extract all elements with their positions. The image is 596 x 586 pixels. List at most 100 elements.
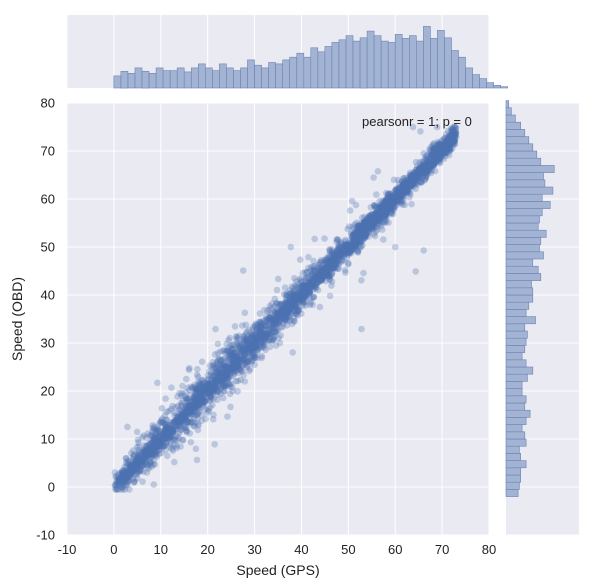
y-tick-labels: -10 0 10 20 30 40 50 60 70 80 bbox=[36, 96, 55, 543]
scatter-point bbox=[225, 336, 232, 344]
marginal-x-bar bbox=[141, 71, 150, 89]
scatter-point bbox=[141, 454, 149, 462]
marginal-y-bar bbox=[505, 172, 544, 181]
scatter-point bbox=[326, 292, 334, 300]
scatter-point bbox=[197, 381, 204, 389]
scatter-point bbox=[231, 323, 239, 330]
scatter-point bbox=[248, 333, 255, 341]
scatter-point bbox=[159, 415, 166, 422]
scatter-point bbox=[360, 269, 367, 277]
scatter-point bbox=[249, 324, 257, 331]
scatter-point bbox=[194, 365, 201, 373]
scatter-point bbox=[169, 402, 176, 410]
marginal-x-bar bbox=[289, 56, 298, 89]
marginal-x-bar bbox=[127, 73, 136, 89]
scatter-point bbox=[452, 129, 460, 136]
scatter-point bbox=[148, 463, 155, 471]
scatter-point bbox=[245, 357, 252, 364]
scatter-point bbox=[121, 468, 129, 475]
scatter-point bbox=[287, 290, 295, 298]
marginal-y-bar bbox=[505, 366, 534, 375]
scatter-point bbox=[210, 363, 218, 371]
scatter-point bbox=[149, 422, 156, 429]
scatter-point bbox=[348, 197, 356, 205]
scatter-point bbox=[124, 423, 131, 431]
marginal-x-bar bbox=[120, 71, 129, 89]
scatter-point bbox=[135, 443, 143, 450]
scatter-point bbox=[193, 385, 200, 392]
scatter-point bbox=[310, 293, 318, 301]
scatter-point bbox=[234, 341, 242, 349]
scatter-point bbox=[133, 428, 141, 436]
marginal-y-bar bbox=[505, 388, 523, 397]
scatter-point bbox=[312, 285, 319, 293]
scatter-point bbox=[162, 395, 169, 403]
marginal-x-bar bbox=[212, 70, 220, 89]
scatter-point bbox=[344, 242, 352, 250]
marginal-x-bar bbox=[275, 63, 284, 89]
scatter-point bbox=[194, 373, 202, 381]
scatter-point bbox=[335, 243, 342, 250]
marginal-y-histogram bbox=[505, 100, 555, 497]
scatter-point bbox=[204, 380, 211, 387]
scatter-point bbox=[209, 358, 217, 366]
scatter-point bbox=[265, 315, 273, 323]
scatter-point bbox=[122, 459, 130, 466]
scatter-point bbox=[225, 344, 232, 352]
scatter-point bbox=[266, 314, 274, 322]
marginal-y-bar bbox=[505, 129, 526, 137]
scatter-point bbox=[217, 357, 224, 364]
scatter-point bbox=[173, 437, 181, 444]
scatter-point bbox=[420, 247, 428, 254]
scatter-point bbox=[167, 443, 174, 451]
scatter-point bbox=[154, 379, 161, 387]
scatter-point bbox=[371, 203, 379, 211]
scatter-point bbox=[342, 247, 350, 255]
main-grid bbox=[66, 102, 490, 536]
scatter-point bbox=[220, 346, 228, 354]
scatter-point bbox=[134, 470, 141, 477]
scatter-point bbox=[146, 459, 153, 466]
marginal-x-bar bbox=[317, 51, 326, 89]
scatter-point bbox=[381, 198, 389, 205]
scatter-point bbox=[190, 423, 198, 430]
scatter-point bbox=[134, 454, 142, 462]
marginal-y-bar bbox=[505, 352, 523, 361]
scatter-point bbox=[152, 426, 159, 433]
scatter-point bbox=[293, 310, 300, 318]
scatter-point bbox=[433, 123, 441, 131]
scatter-point bbox=[249, 326, 257, 333]
scatter-point bbox=[210, 411, 217, 419]
scatter-point bbox=[371, 202, 379, 209]
scatter-point bbox=[192, 385, 199, 393]
scatter-point bbox=[436, 155, 443, 162]
scatter-point bbox=[412, 158, 420, 166]
scatter-point bbox=[316, 303, 324, 311]
scatter-point bbox=[245, 367, 253, 375]
scatter-point bbox=[253, 354, 261, 362]
marginal-y-bar bbox=[505, 107, 512, 116]
scatter-point bbox=[183, 427, 190, 434]
scatter-point bbox=[395, 187, 402, 195]
marginal-x-bar bbox=[268, 62, 276, 89]
scatter-point bbox=[140, 442, 148, 449]
scatter-point bbox=[326, 248, 334, 255]
scatter-point bbox=[335, 242, 342, 249]
scatter-point bbox=[303, 274, 311, 282]
scatter-point bbox=[152, 427, 160, 435]
marginal-x-bar bbox=[359, 37, 368, 89]
scatter-point bbox=[214, 358, 222, 365]
marginal-x-bar bbox=[198, 63, 206, 89]
marginal-x-bar bbox=[148, 73, 157, 89]
scatter-point bbox=[198, 380, 205, 388]
scatter-point bbox=[155, 426, 162, 434]
scatter-point bbox=[334, 236, 342, 244]
scatter-point bbox=[354, 249, 362, 256]
scatter-point bbox=[424, 152, 431, 159]
marginal-x-bar bbox=[444, 37, 452, 89]
scatter-point bbox=[190, 402, 198, 410]
scatter-point bbox=[309, 301, 316, 309]
scatter-point bbox=[202, 415, 209, 423]
scatter-point bbox=[229, 345, 236, 352]
